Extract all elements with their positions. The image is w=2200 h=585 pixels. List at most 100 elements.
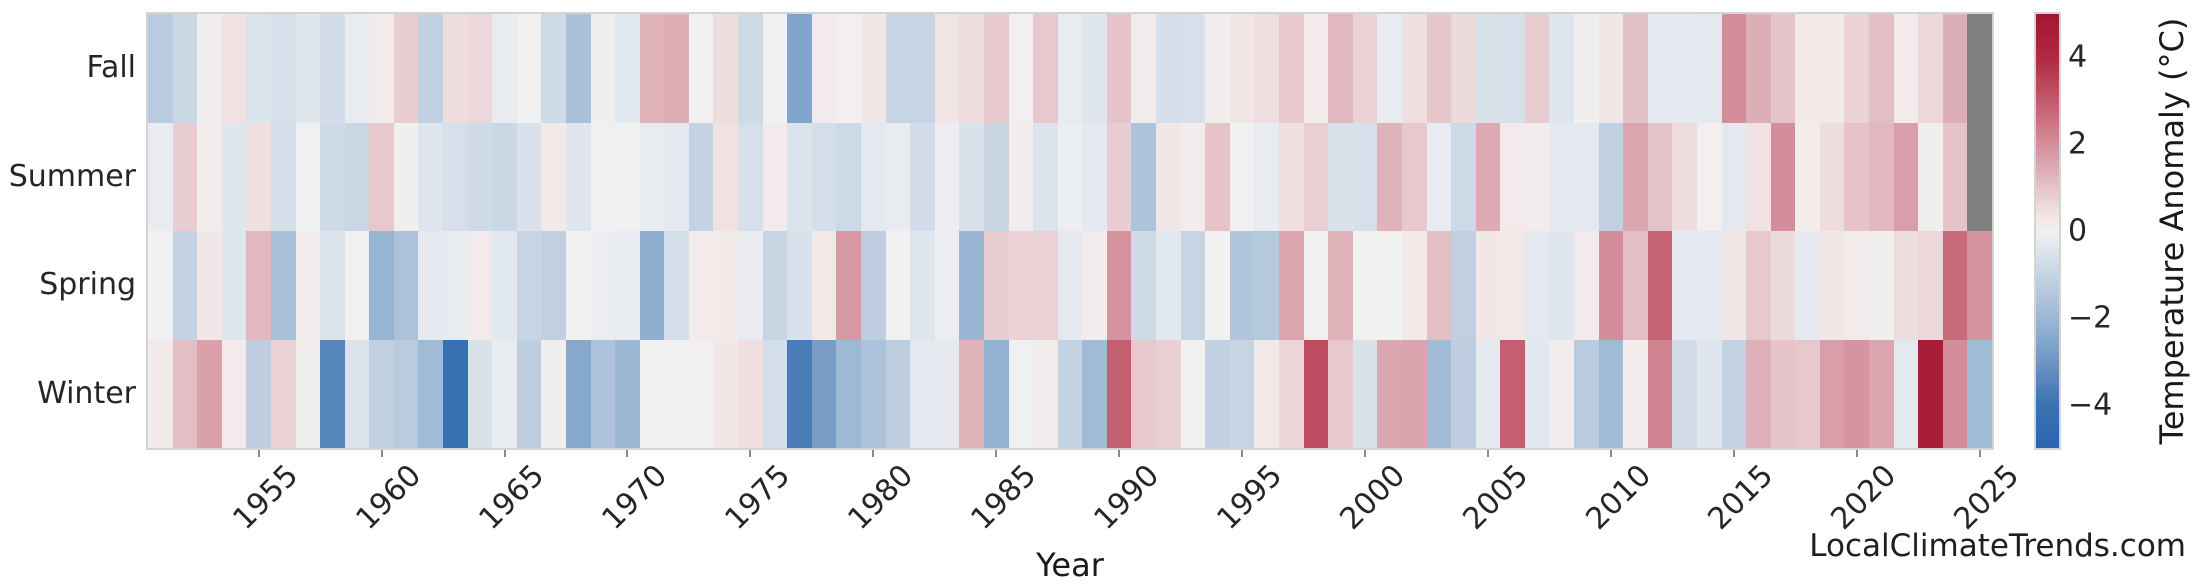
heatmap-cell (1278, 122, 1304, 231)
heatmap-cell (172, 231, 198, 340)
heatmap-cell (787, 14, 812, 123)
heatmap-cell (1844, 122, 1870, 231)
heatmap-cell (762, 339, 788, 448)
heatmap-cell (934, 14, 960, 123)
heatmap-cell (492, 231, 517, 340)
heatmap-cell (172, 14, 198, 123)
heatmap-cell (1205, 14, 1230, 123)
heatmap-cell (738, 231, 763, 340)
heatmap-cell (836, 14, 861, 123)
heatmap-cell (1623, 231, 1648, 340)
heatmap-cell (148, 231, 173, 340)
x-tick-mark (1609, 450, 1612, 457)
heatmap-cell (615, 339, 640, 448)
heatmap-cell (1008, 122, 1034, 231)
heatmap-cell (1819, 122, 1845, 231)
heatmap-cell (1967, 339, 1992, 448)
heatmap-cell (934, 339, 960, 448)
heatmap-cell (1598, 14, 1624, 123)
heatmap-cell (197, 14, 222, 123)
heatmap-cell (1475, 339, 1501, 448)
heatmap-cell (418, 14, 444, 123)
heatmap-cell (1401, 122, 1427, 231)
heatmap-cell (1524, 122, 1550, 231)
x-tick-label: 1990 (1087, 458, 1166, 537)
heatmap-cell (1795, 14, 1820, 123)
heatmap-cell (1623, 14, 1648, 123)
heatmap-cell (320, 231, 345, 340)
colorbar-tick-label: 2 (2068, 126, 2088, 162)
heatmap-cell (1893, 339, 1919, 448)
heatmap-cell (270, 339, 296, 448)
heatmap-cell (1672, 339, 1697, 448)
heatmap-cell (910, 339, 935, 448)
y-tick-label-summer: Summer (8, 158, 136, 194)
heatmap-cell (1475, 14, 1501, 123)
heatmap-cell (1721, 231, 1747, 340)
heatmap-cell (885, 14, 911, 123)
x-tick-mark (1855, 450, 1858, 457)
heatmap-cell (1254, 231, 1279, 340)
heatmap-cell (1574, 122, 1599, 231)
heatmap-cell (344, 14, 370, 123)
heatmap-cell (1721, 339, 1747, 448)
heatmap-cell (1746, 231, 1771, 340)
heatmap-cell (1303, 339, 1329, 448)
heatmap-row-spring (148, 231, 1992, 340)
heatmap-cell (320, 122, 345, 231)
heatmap-cell (1180, 122, 1206, 231)
heatmap-cell (590, 122, 616, 231)
heatmap-cell (664, 122, 689, 231)
heatmap-cell (320, 339, 345, 448)
heatmap-cell (1672, 122, 1697, 231)
heatmap-cell (983, 122, 1009, 231)
heatmap-cell (664, 14, 689, 123)
heatmap-cell (1500, 231, 1525, 340)
x-tick-mark (380, 450, 383, 457)
heatmap-cell (983, 231, 1009, 340)
heatmap-cell (565, 122, 591, 231)
heatmap-cell (688, 231, 714, 340)
heatmap-cell (910, 231, 935, 340)
heatmap-cell (443, 122, 468, 231)
heatmap-cell (1647, 122, 1673, 231)
heatmap-cell (541, 122, 566, 231)
colorbar-axis-label: Temperature Anomaly (°C) (2153, 17, 2191, 445)
heatmap-cell (713, 231, 739, 340)
heatmap-cell (1647, 339, 1673, 448)
heatmap-cell (369, 339, 394, 448)
heatmap-cell (1401, 14, 1427, 123)
heatmap-cell (418, 231, 444, 340)
heatmap-cell (1696, 339, 1722, 448)
heatmap-cell (295, 14, 321, 123)
colorbar-tick-label: 4 (2068, 39, 2088, 75)
heatmap-cell (1574, 14, 1599, 123)
x-tick-label: 1975 (718, 458, 798, 537)
heatmap-cell (197, 122, 222, 231)
x-tick-label: 1985 (964, 458, 1043, 537)
heatmap-cell (1844, 14, 1870, 123)
heatmap-cell (1106, 231, 1132, 340)
heatmap-cell (1033, 14, 1058, 123)
heatmap-cell (688, 339, 714, 448)
heatmap-cell (1574, 231, 1599, 340)
heatmap-cell (1918, 14, 1943, 123)
heatmap-cell (959, 122, 984, 231)
heatmap-cell (1328, 231, 1353, 340)
heatmap-cell (565, 339, 591, 448)
heatmap-cell (393, 339, 419, 448)
heatmap-cell (1598, 122, 1624, 231)
heatmap-cell (836, 122, 861, 231)
heatmap-cell (615, 122, 640, 231)
x-tick-label: 1995 (1210, 458, 1289, 537)
x-tick-label: 1980 (841, 458, 921, 537)
heatmap-cell (565, 231, 591, 340)
heatmap-cell (1795, 339, 1820, 448)
heatmap-cell (1229, 231, 1255, 340)
heatmap-cell (1869, 122, 1894, 231)
x-tick-label: 1960 (349, 458, 429, 537)
heatmap-cell (1377, 339, 1402, 448)
heatmap-cell (1057, 339, 1083, 448)
heatmap-cell (1598, 231, 1624, 340)
heatmap-cell (1303, 14, 1329, 123)
